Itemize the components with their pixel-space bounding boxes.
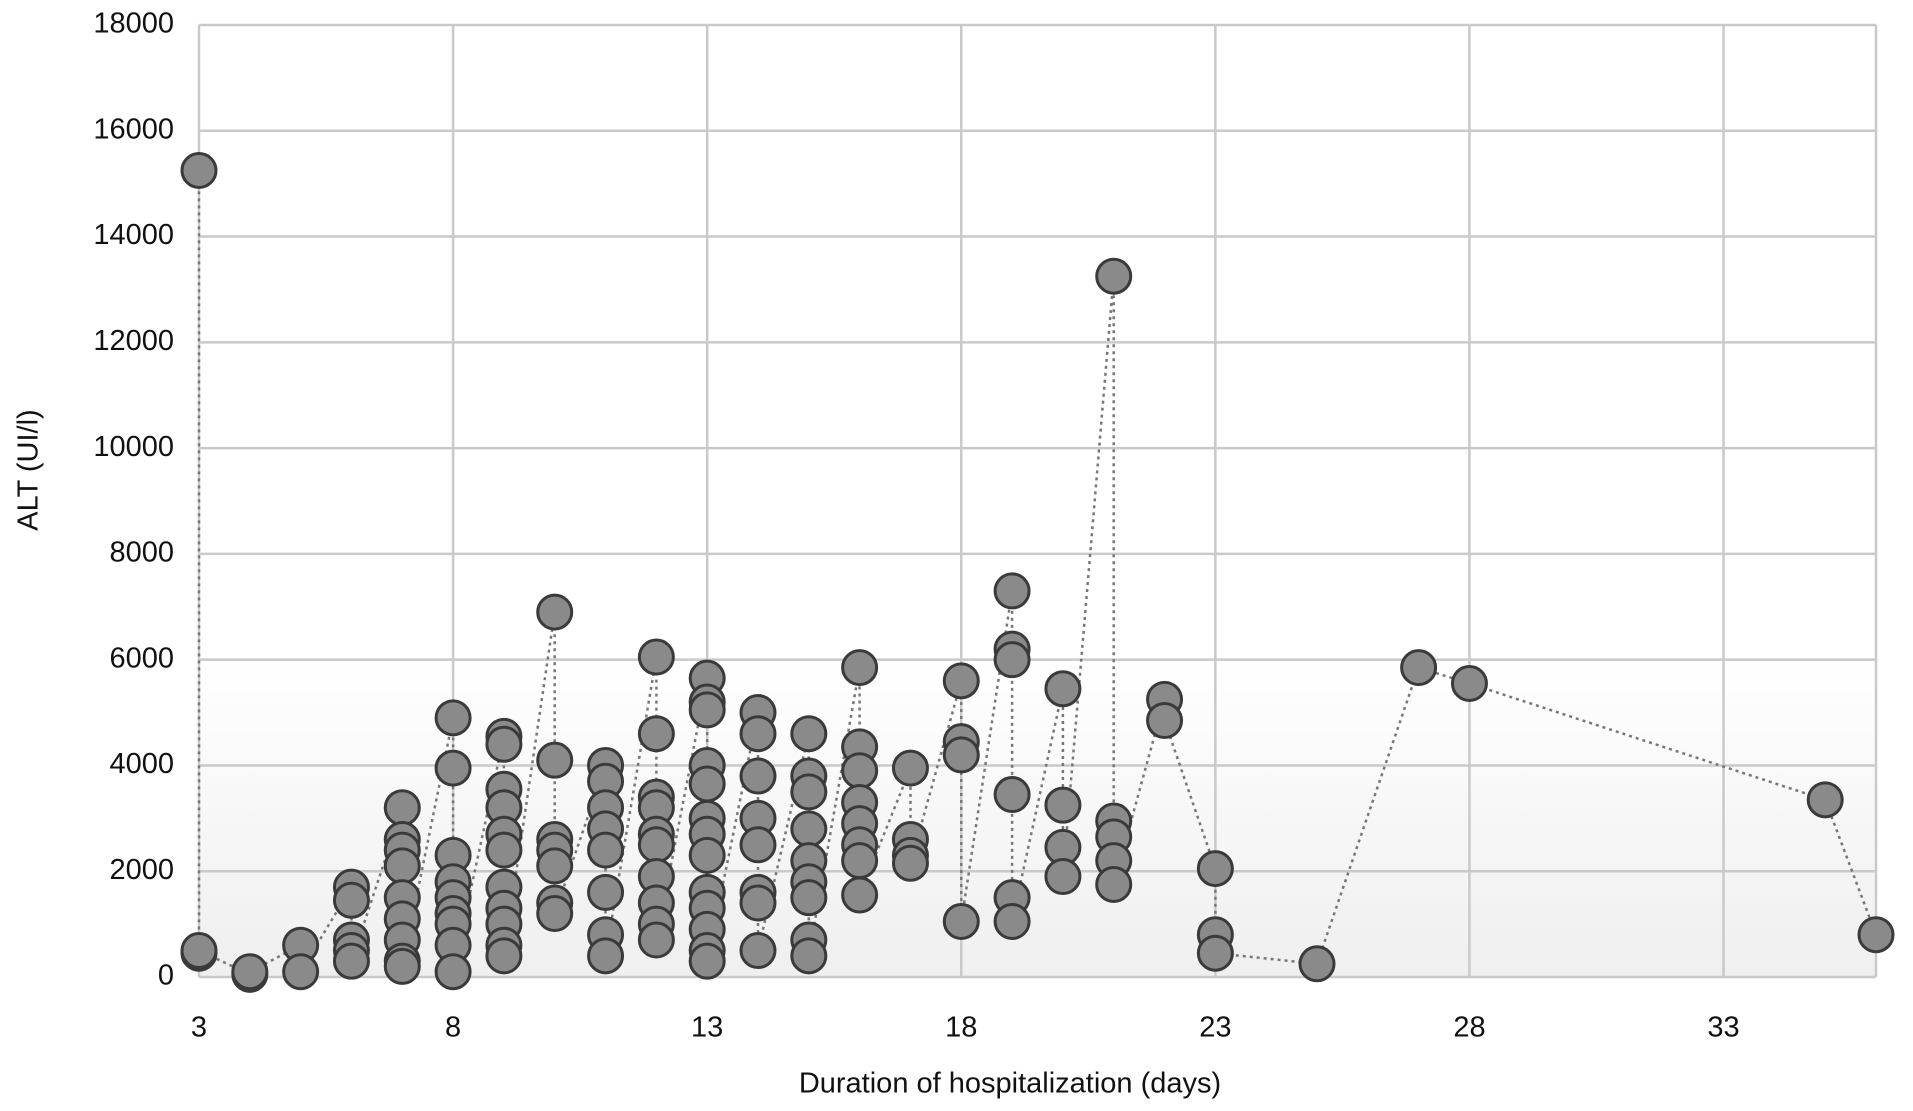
data-point bbox=[383, 947, 421, 985]
data-point bbox=[790, 937, 828, 975]
data-point bbox=[993, 572, 1031, 610]
data-point bbox=[891, 844, 929, 882]
x-tick-label: 13 bbox=[691, 1012, 723, 1044]
data-point bbox=[637, 715, 675, 753]
data-point bbox=[739, 757, 777, 795]
data-point bbox=[1044, 786, 1082, 824]
data-point bbox=[332, 942, 370, 980]
data-point bbox=[1400, 649, 1438, 687]
data-point bbox=[383, 789, 421, 827]
data-point bbox=[180, 932, 218, 970]
data-point bbox=[637, 826, 675, 864]
data-point bbox=[688, 836, 726, 874]
data-point bbox=[536, 895, 574, 933]
data-point bbox=[180, 151, 218, 189]
plot-shade bbox=[199, 660, 1876, 977]
data-point bbox=[739, 884, 777, 922]
data-point bbox=[587, 937, 625, 975]
data-point bbox=[942, 662, 980, 700]
data-point bbox=[688, 765, 726, 803]
y-tick-label: 14000 bbox=[93, 219, 174, 251]
data-point bbox=[739, 932, 777, 970]
y-tick-label: 0 bbox=[158, 960, 174, 992]
x-tick-label: 33 bbox=[1707, 1012, 1739, 1044]
data-point bbox=[434, 749, 472, 787]
data-point bbox=[688, 942, 726, 980]
data-point bbox=[841, 876, 879, 914]
data-point bbox=[993, 902, 1031, 940]
data-point bbox=[688, 691, 726, 729]
data-point bbox=[993, 776, 1031, 814]
y-tick-label: 4000 bbox=[109, 748, 174, 780]
data-point bbox=[942, 902, 980, 940]
data-point bbox=[739, 826, 777, 864]
y-tick-label: 6000 bbox=[109, 642, 174, 674]
data-point bbox=[587, 831, 625, 869]
y-tick-label: 12000 bbox=[93, 325, 174, 357]
data-point bbox=[1044, 670, 1082, 708]
y-tick-label: 2000 bbox=[109, 854, 174, 886]
data-point bbox=[841, 842, 879, 880]
data-point bbox=[536, 847, 574, 885]
data-point bbox=[587, 873, 625, 911]
data-point bbox=[1857, 916, 1895, 954]
data-point bbox=[1806, 781, 1844, 819]
data-point bbox=[790, 715, 828, 753]
data-point bbox=[1044, 858, 1082, 896]
data-point bbox=[942, 736, 980, 774]
data-point bbox=[383, 847, 421, 885]
data-point bbox=[790, 810, 828, 848]
data-point bbox=[282, 953, 320, 991]
data-point bbox=[637, 921, 675, 959]
data-point bbox=[841, 752, 879, 790]
data-point bbox=[485, 937, 523, 975]
data-point bbox=[1196, 934, 1234, 972]
y-tick-label: 18000 bbox=[93, 8, 174, 40]
data-point bbox=[1196, 850, 1234, 888]
data-point bbox=[536, 741, 574, 779]
data-point bbox=[841, 649, 879, 687]
data-point bbox=[1095, 257, 1133, 295]
data-point bbox=[332, 881, 370, 919]
y-tick-label: 8000 bbox=[109, 537, 174, 569]
data-point bbox=[790, 773, 828, 811]
data-point bbox=[739, 715, 777, 753]
data-point bbox=[1146, 701, 1184, 739]
x-axis-label: Duration of hospitalization (days) bbox=[799, 1068, 1221, 1100]
data-point bbox=[536, 593, 574, 631]
y-axis-label: ALT (UI/l) bbox=[13, 409, 45, 530]
data-point bbox=[1095, 865, 1133, 903]
data-point bbox=[1450, 664, 1488, 702]
data-point bbox=[891, 749, 929, 787]
y-tick-label: 16000 bbox=[93, 113, 174, 145]
data-point bbox=[790, 879, 828, 917]
data-point bbox=[993, 641, 1031, 679]
data-point bbox=[1298, 945, 1336, 983]
x-tick-label: 28 bbox=[1453, 1012, 1485, 1044]
x-tick-label: 23 bbox=[1199, 1012, 1231, 1044]
data-point bbox=[434, 699, 472, 737]
x-tick-label: 8 bbox=[445, 1012, 461, 1044]
data-point bbox=[485, 725, 523, 763]
data-point bbox=[485, 831, 523, 869]
y-tick-label: 10000 bbox=[93, 431, 174, 463]
x-tick-label: 3 bbox=[191, 1012, 207, 1044]
x-tick-label: 18 bbox=[945, 1012, 977, 1044]
data-point bbox=[231, 953, 269, 991]
data-point bbox=[434, 953, 472, 991]
data-point bbox=[637, 638, 675, 676]
